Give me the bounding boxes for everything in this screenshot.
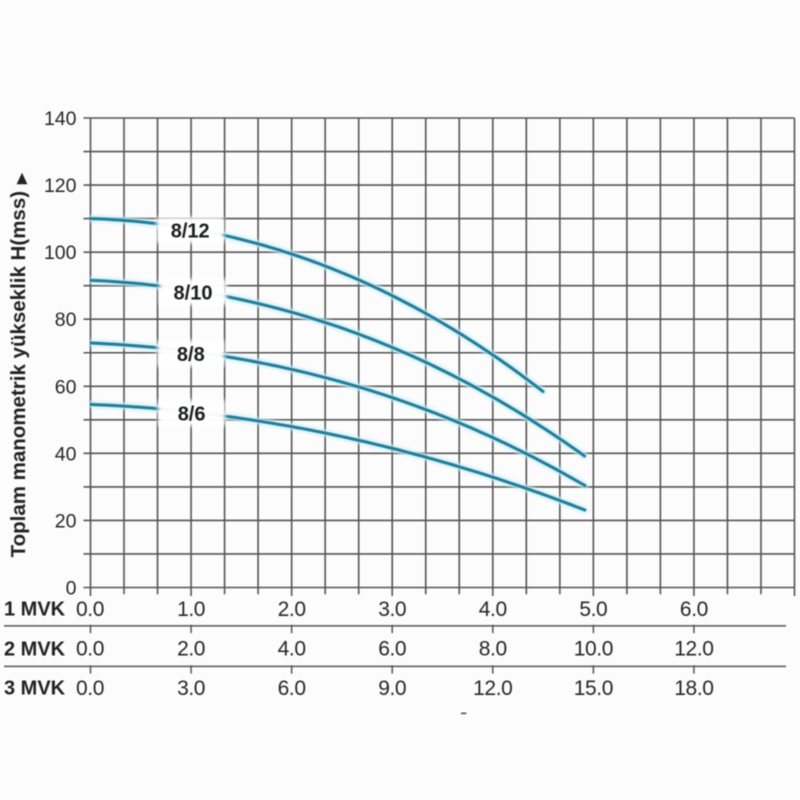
svg-text:40: 40 bbox=[55, 443, 77, 465]
svg-text:2.0: 2.0 bbox=[177, 638, 205, 661]
svg-text:80: 80 bbox=[55, 309, 77, 331]
svg-text:18.0: 18.0 bbox=[674, 677, 713, 700]
svg-text:5.0: 5.0 bbox=[579, 598, 607, 621]
svg-text:120: 120 bbox=[44, 175, 77, 197]
svg-text:20: 20 bbox=[55, 510, 77, 532]
svg-text:60: 60 bbox=[55, 376, 77, 398]
svg-text:100: 100 bbox=[44, 242, 77, 264]
svg-text:2 MVK: 2 MVK bbox=[4, 639, 66, 661]
svg-text:6.0: 6.0 bbox=[378, 638, 406, 661]
svg-text:9.0: 9.0 bbox=[378, 677, 406, 700]
svg-text:0.0: 0.0 bbox=[76, 598, 104, 621]
svg-text:12.0: 12.0 bbox=[674, 638, 713, 661]
svg-text:6.0: 6.0 bbox=[680, 598, 708, 621]
svg-text:4.0: 4.0 bbox=[278, 638, 306, 661]
svg-text:1 MVK: 1 MVK bbox=[4, 598, 66, 620]
svg-text:3.0: 3.0 bbox=[177, 677, 205, 700]
svg-text:4.0: 4.0 bbox=[479, 598, 507, 621]
svg-text:8/8: 8/8 bbox=[177, 344, 205, 366]
svg-text:Toplam manometrik yükseklik H(: Toplam manometrik yükseklik H(mss) bbox=[7, 191, 30, 557]
svg-text:8/6: 8/6 bbox=[178, 403, 206, 425]
svg-text:10.0: 10.0 bbox=[574, 638, 613, 661]
svg-text:140: 140 bbox=[44, 108, 77, 130]
svg-text:0: 0 bbox=[66, 578, 77, 600]
svg-text:2.0: 2.0 bbox=[278, 598, 306, 621]
svg-text:1.0: 1.0 bbox=[177, 598, 205, 621]
svg-text:8/10: 8/10 bbox=[174, 282, 213, 304]
svg-text:0.0: 0.0 bbox=[76, 677, 104, 700]
svg-text:0.0: 0.0 bbox=[76, 638, 104, 661]
svg-text:12.0: 12.0 bbox=[473, 677, 512, 700]
svg-text:8/12: 8/12 bbox=[171, 220, 210, 242]
svg-text:3 MVK: 3 MVK bbox=[4, 678, 66, 700]
svg-text:3.0: 3.0 bbox=[378, 598, 406, 621]
svg-text:6.0: 6.0 bbox=[278, 677, 306, 700]
svg-text:8.0: 8.0 bbox=[479, 638, 507, 661]
svg-text:15.0: 15.0 bbox=[574, 677, 613, 700]
